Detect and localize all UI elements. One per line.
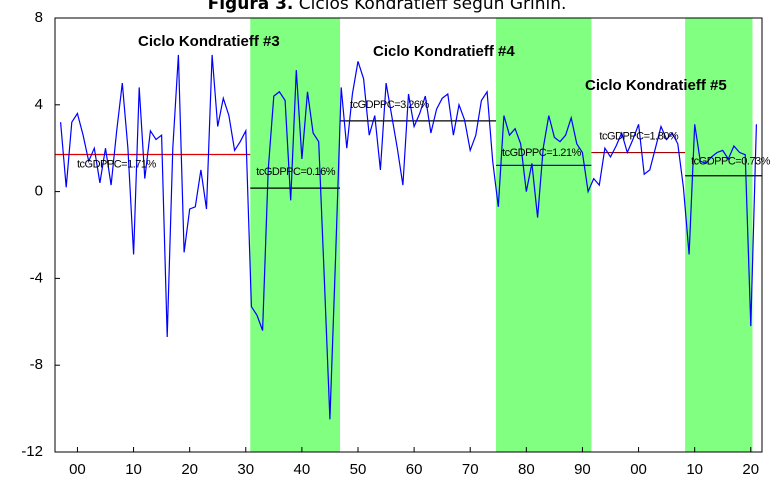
y-tick-label: 8 bbox=[35, 9, 43, 26]
cycle-annotation: Ciclo Kondratieff #3 bbox=[138, 33, 280, 50]
y-tick-label: -4 bbox=[30, 269, 43, 286]
mean-label: tcGDPPC=1.21% bbox=[502, 147, 582, 159]
mean-label: tcGDPPC=1.80% bbox=[599, 130, 679, 142]
y-tick-label: -8 bbox=[30, 356, 43, 373]
x-tick-label: 00 bbox=[630, 461, 647, 478]
chart-title-group: Figura 3. Ciclos Kondratieff según Grini… bbox=[208, 0, 567, 14]
x-tick-label: 10 bbox=[125, 461, 142, 478]
x-tick-label: 80 bbox=[518, 461, 535, 478]
y-tick-label: 0 bbox=[35, 183, 43, 200]
shaded-band bbox=[685, 18, 753, 452]
cycle-annotation: Ciclo Kondratieff #4 bbox=[373, 43, 515, 60]
shaded-band bbox=[496, 18, 592, 452]
data-line bbox=[60, 54, 757, 420]
mean-label: tcGDPPC=0.16% bbox=[256, 166, 336, 178]
x-tick-label: 20 bbox=[742, 461, 759, 478]
mean-label: tcGDPPC=0.73% bbox=[691, 156, 771, 168]
x-tick-label: 90 bbox=[574, 461, 591, 478]
y-tick-label: 4 bbox=[35, 96, 43, 113]
x-tick-label: 30 bbox=[237, 461, 254, 478]
x-tick-label: 40 bbox=[294, 461, 311, 478]
x-tick-label: 10 bbox=[686, 461, 703, 478]
x-tick-label: 00 bbox=[69, 461, 86, 478]
mean-label: tcGDPPC=1.71% bbox=[77, 158, 157, 170]
x-tick-label: 70 bbox=[462, 461, 479, 478]
x-tick-label: 60 bbox=[406, 461, 423, 478]
plot-frame bbox=[54, 17, 763, 453]
cycle-annotation: Ciclo Kondratieff #5 bbox=[585, 77, 727, 94]
figure-label: Figura 3. bbox=[208, 0, 294, 14]
plot-area bbox=[55, 18, 762, 452]
x-tick-label: 20 bbox=[181, 461, 198, 478]
x-tick-label: 50 bbox=[350, 461, 367, 478]
y-tick-label: -12 bbox=[21, 443, 43, 460]
chart-title: Ciclos Kondratieff según Grinin. bbox=[299, 0, 567, 14]
mean-label: tcGDPPC=3.26% bbox=[350, 99, 430, 111]
